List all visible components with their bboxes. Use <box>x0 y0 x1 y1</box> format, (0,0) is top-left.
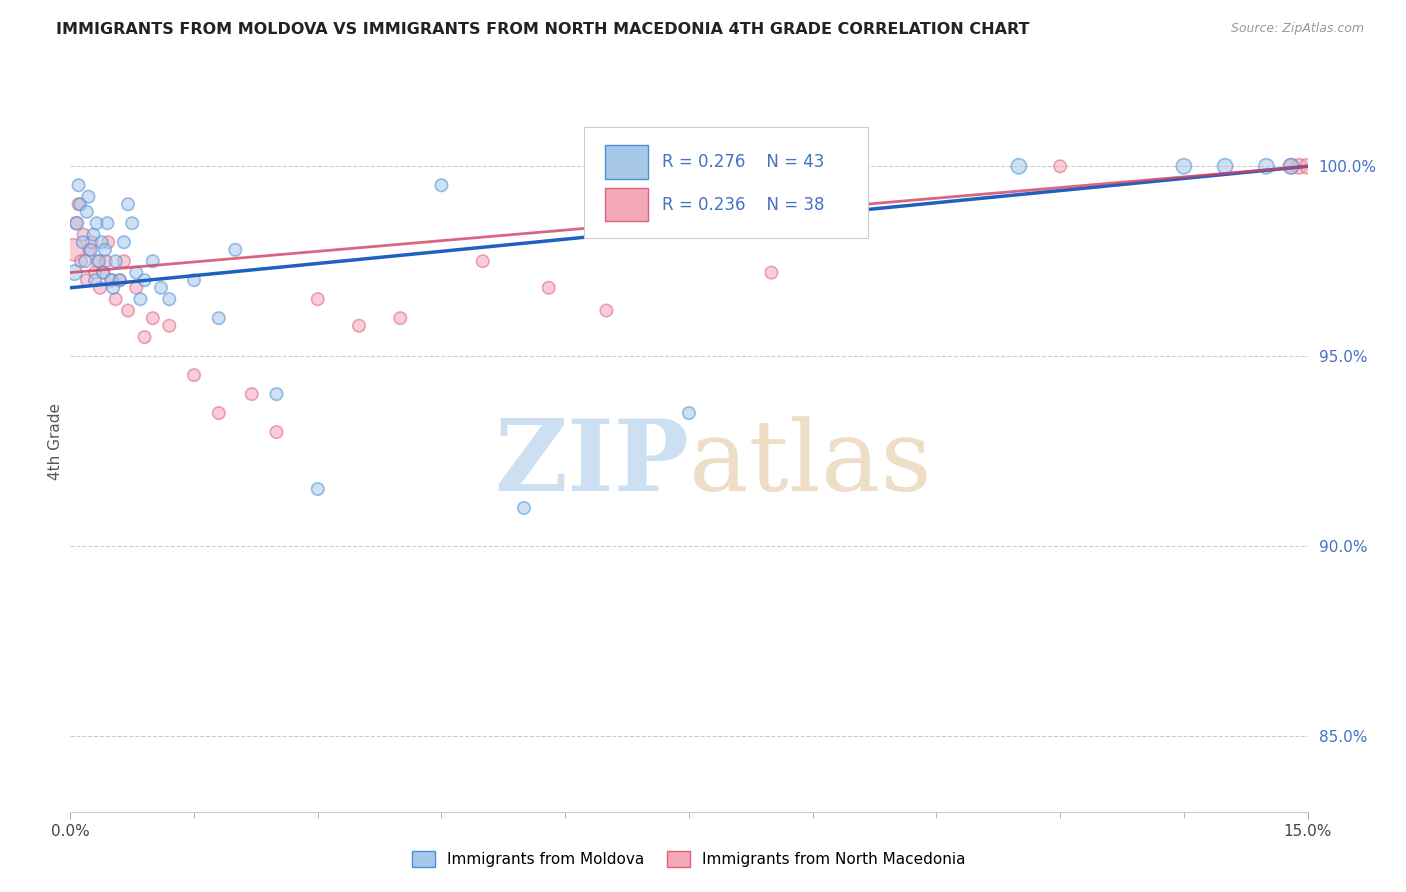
Point <box>84 273 107 287</box>
Point <box>1296 159 1319 173</box>
Y-axis label: 4th Grade: 4th Grade <box>48 403 63 480</box>
Point <box>595 303 617 318</box>
Point <box>108 273 131 287</box>
Point <box>91 266 114 280</box>
Point <box>761 266 783 280</box>
Point <box>89 281 111 295</box>
Point <box>90 235 112 250</box>
Point <box>117 197 139 211</box>
Point <box>112 235 135 250</box>
Point <box>513 500 536 515</box>
Point <box>100 273 122 287</box>
Text: atlas: atlas <box>689 416 932 512</box>
Point <box>1288 159 1310 173</box>
Bar <box>605 187 648 221</box>
Point <box>678 406 700 420</box>
Point <box>70 254 93 268</box>
Point <box>67 178 90 193</box>
Point <box>76 273 98 287</box>
Point <box>62 243 84 257</box>
Legend: Immigrants from Moldova, Immigrants from North Macedonia: Immigrants from Moldova, Immigrants from… <box>412 851 966 867</box>
Point <box>134 273 156 287</box>
Text: IMMIGRANTS FROM MOLDOVA VS IMMIGRANTS FROM NORTH MACEDONIA 4TH GRADE CORRELATION: IMMIGRANTS FROM MOLDOVA VS IMMIGRANTS FR… <box>56 22 1029 37</box>
Point <box>96 216 118 230</box>
Point <box>208 406 231 420</box>
Point <box>1256 159 1278 173</box>
Point <box>89 254 111 268</box>
Point <box>129 292 152 306</box>
Point <box>307 292 329 306</box>
Point <box>157 318 180 333</box>
Point <box>91 266 114 280</box>
Point <box>389 311 412 326</box>
Point <box>108 273 131 287</box>
Point <box>82 227 104 242</box>
Point <box>1279 159 1302 173</box>
Point <box>224 243 246 257</box>
FancyBboxPatch shape <box>583 127 869 238</box>
Point <box>307 482 329 496</box>
Text: R = 0.236    N = 38: R = 0.236 N = 38 <box>662 195 824 213</box>
Point <box>86 254 108 268</box>
Bar <box>605 145 648 178</box>
Point <box>240 387 263 401</box>
Point <box>63 266 86 280</box>
Point <box>65 216 87 230</box>
Point <box>125 281 148 295</box>
Point <box>183 368 205 383</box>
Point <box>125 266 148 280</box>
Point <box>94 243 117 257</box>
Point <box>142 254 165 268</box>
Point <box>97 235 120 250</box>
Point <box>67 197 90 211</box>
Point <box>80 243 103 257</box>
Point <box>76 204 98 219</box>
Point <box>117 303 139 318</box>
Point <box>1173 159 1195 173</box>
Point <box>103 281 125 295</box>
Text: Source: ZipAtlas.com: Source: ZipAtlas.com <box>1230 22 1364 36</box>
Point <box>77 243 100 257</box>
Point <box>266 425 288 439</box>
Point <box>86 216 108 230</box>
Point <box>72 227 94 242</box>
Point <box>208 311 231 326</box>
Point <box>100 273 122 287</box>
Point <box>84 266 107 280</box>
Point <box>94 254 117 268</box>
Point <box>77 189 100 203</box>
Point <box>80 235 103 250</box>
Point <box>150 281 173 295</box>
Point <box>1213 159 1236 173</box>
Point <box>1049 159 1071 173</box>
Point <box>1279 159 1302 173</box>
Text: R = 0.276    N = 43: R = 0.276 N = 43 <box>662 153 824 171</box>
Point <box>142 311 165 326</box>
Point <box>112 254 135 268</box>
Point <box>183 273 205 287</box>
Point <box>347 318 370 333</box>
Point <box>471 254 494 268</box>
Point <box>430 178 453 193</box>
Point <box>66 216 89 230</box>
Point <box>104 254 127 268</box>
Point <box>75 254 97 268</box>
Point <box>266 387 288 401</box>
Point <box>121 216 143 230</box>
Point <box>104 292 127 306</box>
Text: ZIP: ZIP <box>494 416 689 512</box>
Point <box>157 292 180 306</box>
Point <box>69 197 91 211</box>
Point <box>1008 159 1031 173</box>
Point <box>537 281 560 295</box>
Point <box>72 235 94 250</box>
Point <box>134 330 156 344</box>
